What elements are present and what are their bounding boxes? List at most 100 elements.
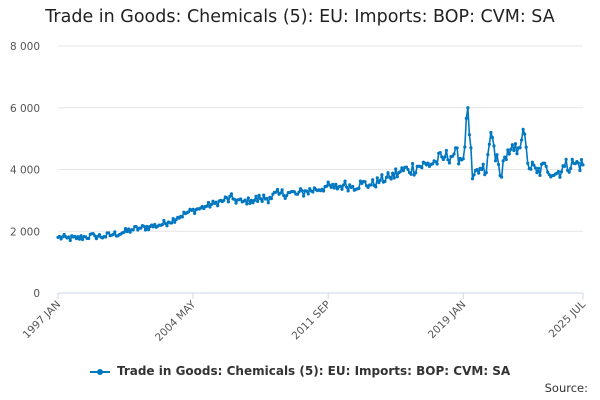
data-point[interactable] — [125, 229, 129, 234]
data-point[interactable] — [518, 146, 522, 150]
data-point[interactable] — [524, 145, 528, 149]
data-point[interactable] — [386, 171, 390, 175]
data-point[interactable] — [255, 199, 260, 203]
data-point[interactable] — [484, 170, 488, 175]
data-point[interactable] — [131, 228, 135, 232]
data-point[interactable] — [567, 170, 571, 174]
data-point[interactable] — [174, 217, 178, 222]
data-point[interactable] — [384, 175, 389, 179]
data-point[interactable] — [357, 186, 361, 190]
data-point[interactable] — [443, 155, 447, 159]
data-point[interactable] — [163, 221, 168, 226]
data-point[interactable] — [97, 233, 102, 237]
data-point[interactable] — [523, 132, 527, 136]
data-point[interactable] — [578, 168, 582, 173]
data-point[interactable] — [123, 226, 128, 231]
data-point[interactable] — [440, 155, 444, 159]
data-point[interactable] — [556, 170, 561, 174]
data-point[interactable] — [243, 198, 247, 202]
data-point[interactable] — [398, 170, 402, 174]
data-point[interactable] — [535, 170, 539, 175]
data-point[interactable] — [506, 148, 510, 152]
data-point[interactable] — [331, 182, 335, 186]
data-point[interactable] — [274, 190, 278, 194]
data-point[interactable] — [392, 176, 396, 180]
data-point[interactable] — [435, 162, 439, 166]
data-point[interactable] — [434, 160, 438, 164]
data-point[interactable] — [245, 202, 249, 206]
data-point[interactable] — [305, 189, 309, 193]
data-point[interactable] — [153, 222, 157, 227]
data-point[interactable] — [532, 163, 536, 167]
data-point[interactable] — [232, 197, 237, 202]
data-point[interactable] — [414, 171, 418, 175]
data-point[interactable] — [193, 211, 197, 216]
legend[interactable]: Trade in Goods: Chemicals (5): EU: Impor… — [0, 364, 600, 378]
data-point[interactable] — [466, 106, 470, 110]
data-point[interactable] — [113, 230, 117, 234]
data-point[interactable] — [170, 221, 174, 225]
data-point[interactable] — [493, 159, 498, 163]
data-point[interactable] — [562, 164, 567, 169]
data-point[interactable] — [234, 201, 238, 205]
data-point[interactable] — [225, 196, 229, 200]
data-point[interactable] — [259, 197, 263, 201]
data-point[interactable] — [122, 230, 126, 234]
data-point[interactable] — [521, 127, 525, 131]
data-point[interactable] — [325, 184, 329, 188]
data-point[interactable] — [581, 163, 585, 167]
data-point[interactable] — [269, 197, 273, 201]
data-point[interactable] — [208, 205, 212, 209]
data-point[interactable] — [452, 152, 456, 156]
data-point[interactable] — [348, 183, 352, 187]
data-point[interactable] — [283, 196, 287, 200]
data-point[interactable] — [559, 170, 564, 174]
data-point[interactable] — [469, 146, 473, 150]
data-point[interactable] — [282, 193, 286, 198]
data-point[interactable] — [447, 161, 452, 165]
data-point[interactable] — [278, 191, 283, 195]
data-point[interactable] — [246, 196, 250, 200]
data-point[interactable] — [180, 215, 184, 219]
data-point[interactable] — [275, 187, 280, 192]
data-point[interactable] — [222, 198, 226, 202]
data-point[interactable] — [461, 157, 465, 161]
data-point[interactable] — [380, 173, 384, 177]
data-point[interactable] — [73, 234, 77, 238]
data-point[interactable] — [569, 166, 573, 170]
data-point[interactable] — [480, 167, 484, 172]
data-point[interactable] — [513, 142, 518, 146]
data-point[interactable] — [146, 228, 151, 232]
data-point[interactable] — [341, 183, 346, 187]
data-point[interactable] — [375, 176, 379, 180]
data-point[interactable] — [503, 155, 507, 159]
data-point[interactable] — [363, 180, 367, 184]
data-point[interactable] — [265, 196, 269, 201]
data-point[interactable] — [358, 179, 363, 183]
data-point[interactable] — [343, 179, 347, 183]
data-point[interactable] — [401, 169, 405, 173]
data-point[interactable] — [186, 210, 191, 214]
data-point[interactable] — [285, 193, 289, 198]
data-point[interactable] — [93, 234, 97, 238]
data-point[interactable] — [57, 234, 62, 239]
data-point[interactable] — [538, 173, 542, 177]
series-layer[interactable] — [56, 106, 585, 243]
data-point[interactable] — [546, 170, 550, 174]
data-point[interactable] — [127, 227, 131, 231]
data-point[interactable] — [374, 185, 378, 189]
data-point[interactable] — [111, 232, 115, 236]
data-point[interactable] — [262, 193, 266, 197]
data-point[interactable] — [438, 150, 442, 155]
data-point[interactable] — [455, 146, 459, 150]
data-point[interactable] — [229, 192, 234, 196]
data-point[interactable] — [151, 225, 155, 229]
data-point[interactable] — [487, 142, 491, 146]
data-point[interactable] — [62, 232, 66, 237]
data-point[interactable] — [530, 160, 534, 164]
data-point[interactable] — [252, 198, 257, 202]
data-point[interactable] — [472, 173, 476, 177]
data-point[interactable] — [143, 228, 148, 232]
data-point[interactable] — [409, 172, 413, 176]
data-point[interactable] — [533, 166, 538, 170]
